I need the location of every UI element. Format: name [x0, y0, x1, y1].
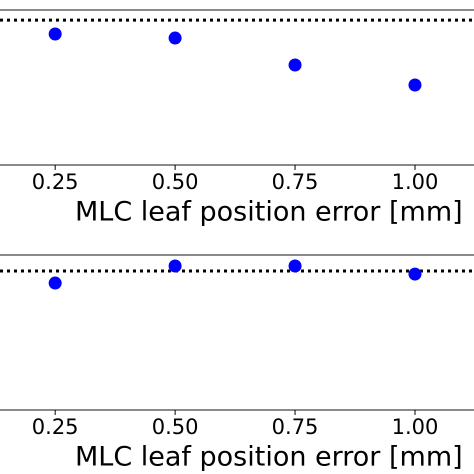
data-point: [168, 31, 182, 45]
data-point: [408, 78, 422, 92]
data-point: [168, 259, 182, 273]
data-point: [408, 267, 422, 281]
x-axis-label: MLC leaf position error [mm]: [75, 442, 463, 473]
data-point: [288, 58, 302, 72]
x-tick-label: 0.50: [152, 415, 199, 439]
x-tick-label: 0.75: [272, 415, 319, 439]
x-tick-label: 1.00: [392, 415, 439, 439]
x-tick-label: 1.00: [392, 170, 439, 194]
x-tick-label: 0.75: [272, 170, 319, 194]
x-tick-label: 0.25: [32, 415, 79, 439]
data-point: [48, 276, 62, 290]
data-point: [288, 259, 302, 273]
x-axis-label: MLC leaf position error [mm]: [75, 197, 463, 228]
x-tick-label: 0.25: [32, 170, 79, 194]
data-point: [48, 27, 62, 41]
x-tick-label: 0.50: [152, 170, 199, 194]
